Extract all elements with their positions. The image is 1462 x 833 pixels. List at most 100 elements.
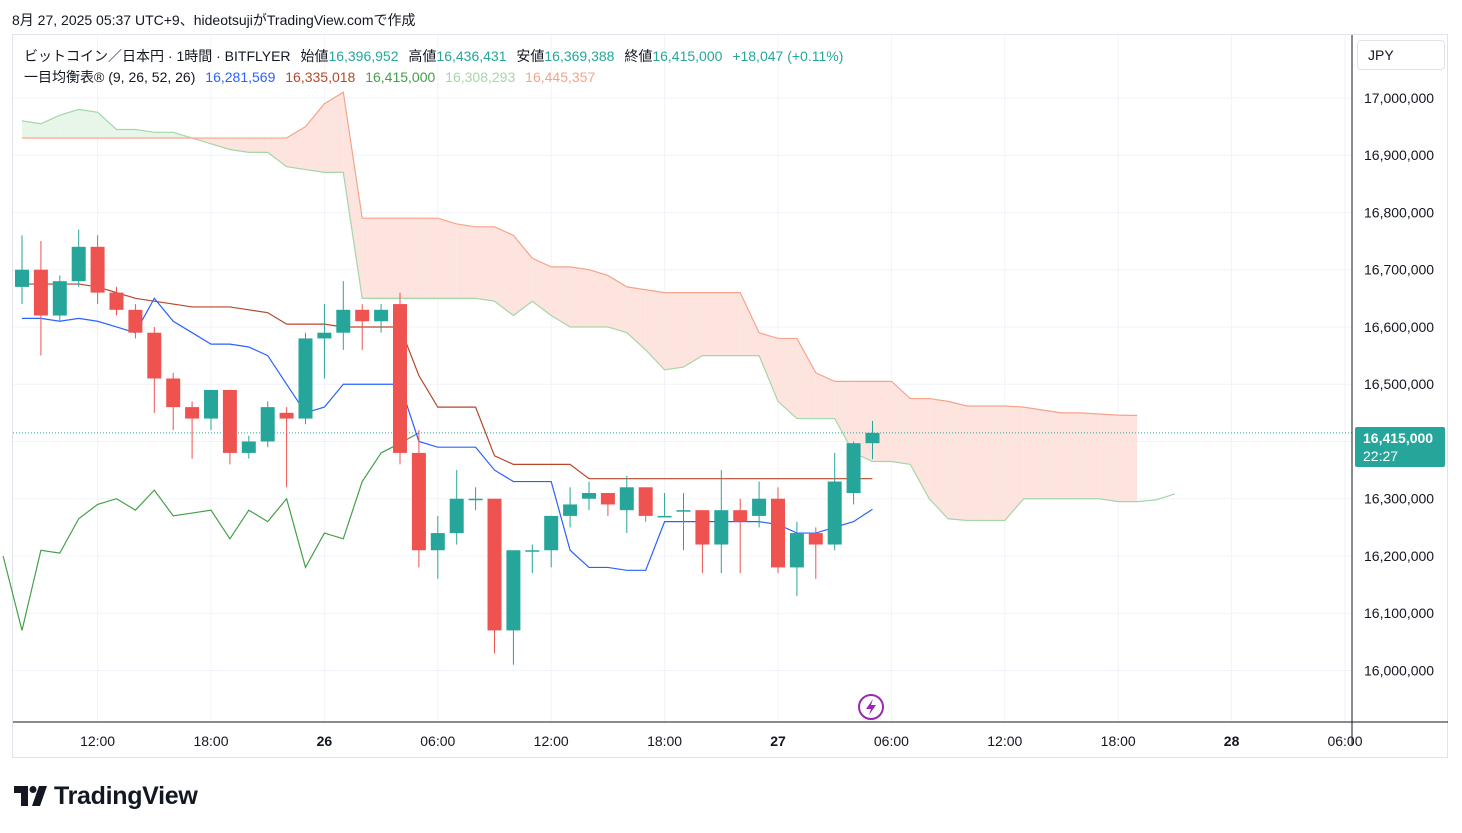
currency-button[interactable]: JPY [1357,40,1445,70]
candle [506,550,521,665]
candle-body [808,533,823,545]
candle-body [298,338,313,419]
candle-body [865,432,880,444]
senkou-b-value: 16,445,357 [525,69,596,85]
price-tick-label: 16,700,000 [1364,262,1434,278]
candle [204,389,218,431]
cloud-segment [1004,405,1024,521]
change-value: +18,047 (+0.11%) [732,48,844,64]
candle [90,235,105,305]
candle [279,407,294,488]
candle-body [279,412,294,419]
candle-body [90,246,105,293]
candle-body [15,269,29,287]
cloud-segment [702,292,722,356]
candle-body [563,504,578,516]
candle [619,475,634,534]
candle [298,332,313,425]
candle-body [544,515,559,551]
tradingview-logo[interactable]: TradingView [14,782,198,810]
price-tick-label: 16,500,000 [1364,376,1434,392]
cloud-segment [78,109,98,139]
cloud-segment [551,266,571,327]
time-tick-label: 06:00 [420,733,455,749]
symbol-label: ビットコイン／日本円 · 1時間 · BITFLYER [24,48,291,64]
candle-body [222,389,237,453]
candle [487,498,502,654]
open-label: 始値 [300,48,329,64]
close-label: 終値 [624,48,653,64]
cloud-segment [248,138,268,153]
time-tick-label: 12:00 [534,733,569,749]
ichimoku-legend[interactable]: 一目均衡表® (9, 26, 52, 26) 16,281,569 16,335… [24,67,595,87]
candle [468,487,483,511]
cloud-segment [834,381,854,453]
candle [52,275,67,322]
cloud-segment [721,292,741,356]
candle [827,452,842,551]
price-tick-label: 16,800,000 [1364,204,1434,220]
time-tick-label: 06:00 [1327,733,1362,749]
cloud-segment [362,218,382,299]
candle [109,286,124,316]
candle-body [600,493,615,505]
chikou-span-line [2,432,420,631]
candle-body [846,443,861,493]
time-tick-label: 12:00 [80,733,115,749]
price-tick-label: 16,000,000 [1364,662,1434,678]
price-tick-label: 16,900,000 [1364,147,1434,163]
candle [15,235,29,305]
ichimoku-lines [2,91,1352,631]
cloud-segment [267,138,287,167]
candle-body [260,407,275,442]
senkou-span-b-line [22,91,1138,417]
candle [128,304,143,339]
cloud-segment [532,258,552,316]
low-value: 16,369,388 [544,48,615,64]
candle [222,389,237,465]
candle-body [204,389,218,419]
candle-body [638,487,653,516]
lightning-icon[interactable] [858,694,884,720]
candle-body [657,515,672,518]
cloud-segment [664,292,684,370]
candle [374,304,389,333]
high-value: 16,436,431 [436,48,507,64]
ohlc-legend: ビットコイン／日本円 · 1時間 · BITFLYER 始値16,396,952… [24,46,843,66]
tradingview-logo-icon [14,786,47,806]
cloud-segment [475,226,495,302]
candle [638,487,653,522]
candle [525,544,540,574]
candle-body [355,309,370,322]
candle [317,304,332,379]
cloud-segment [626,286,646,350]
candle [33,241,48,356]
candle [657,493,672,518]
cloud-segment [910,398,930,499]
last-price-tag: 16,415,000 22:27 [1355,427,1445,467]
cloud-segment [589,269,608,327]
candle-body [752,498,767,516]
indicator-params: (9, 26, 52, 26) [108,69,196,85]
cloud-segment [229,138,249,153]
candle [147,326,162,413]
candle [71,229,86,287]
candle [808,527,823,579]
bar-countdown: 22:27 [1363,448,1399,464]
chart-caption: 8月 27, 2025 05:37 UTC+9、hideotsujiがTradi… [12,12,416,28]
time-tick-label: 18:00 [1101,733,1136,749]
candle-body [33,269,48,316]
candle-body [393,304,407,453]
candle-body [771,498,785,568]
chikou-value: 16,415,000 [365,69,436,85]
candle [771,487,785,574]
senkou-span-a-line [21,108,1176,522]
cloud-segment [97,112,117,139]
candle-body [185,407,200,419]
candle-body [71,246,86,282]
cloud-segment [778,338,797,419]
open-value: 16,396,952 [328,48,399,64]
candle-body [411,452,426,551]
cloud-segment [872,381,892,462]
